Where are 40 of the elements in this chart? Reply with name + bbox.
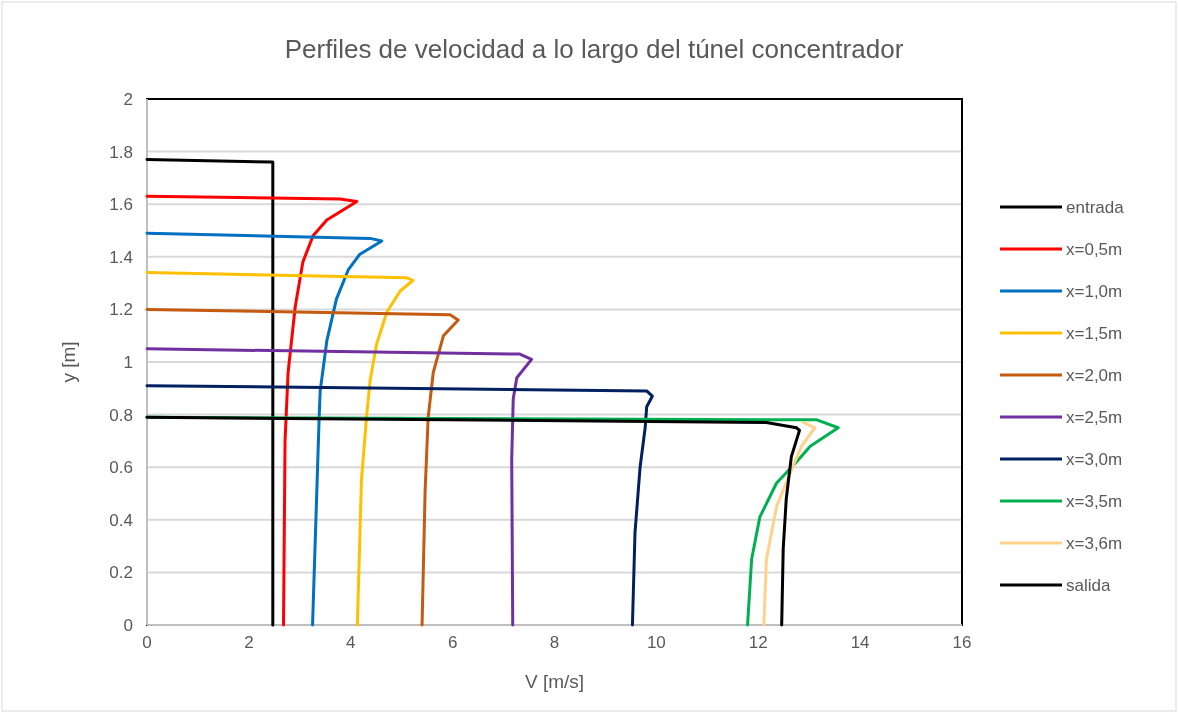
chart-title: Perfiles de velocidad a lo largo del túnel concentrador xyxy=(284,34,904,64)
legend-label: entrada xyxy=(1066,198,1125,217)
legend-label: x=3,6m xyxy=(1066,534,1123,553)
x-tick-label: 6 xyxy=(447,633,458,652)
line-series xyxy=(762,420,817,627)
y-tick-label: 0.4 xyxy=(109,510,133,530)
legend-label: salida xyxy=(1066,576,1111,595)
line-series xyxy=(145,347,534,627)
x-tick-label: 4 xyxy=(346,633,356,652)
x-tick-label: 16 xyxy=(952,633,972,652)
x-tick-label: 2 xyxy=(244,633,254,652)
y-tick-label: 1 xyxy=(123,353,133,372)
legend-label: x=1,0m xyxy=(1066,282,1123,301)
y-tick-label: 0.8 xyxy=(109,405,133,425)
legend-label: x=3,0m xyxy=(1066,450,1123,469)
line-series xyxy=(145,307,460,627)
legend-label: x=2,0m xyxy=(1066,366,1123,385)
y-tick-label: 2 xyxy=(123,90,133,109)
legend-label: x=1,5m xyxy=(1066,324,1123,343)
line-series xyxy=(145,231,384,627)
x-tick-label: 8 xyxy=(549,633,560,652)
y-axis-title: y [m] xyxy=(58,341,79,383)
line-series xyxy=(145,271,415,627)
x-axis-title: V [m/s] xyxy=(524,671,585,692)
y-tick-label: 1.2 xyxy=(109,300,133,320)
y-tick-label: 0 xyxy=(123,616,133,635)
x-tick-label: 12 xyxy=(748,633,768,652)
y-tick-label: 0.6 xyxy=(109,458,133,478)
legend-label: x=0,5m xyxy=(1066,240,1123,259)
legend-label: x=2,5m xyxy=(1066,408,1123,427)
x-tick-label: 14 xyxy=(850,633,870,652)
x-tick-label: 0 xyxy=(142,633,152,652)
y-tick-label: 1.8 xyxy=(109,142,133,162)
y-tick-label: 1.6 xyxy=(109,195,133,215)
y-tick-label: 0.2 xyxy=(109,563,133,583)
line-series xyxy=(145,194,359,627)
legend-label: x=3,5m xyxy=(1066,492,1123,511)
y-tick-label: 1.4 xyxy=(109,247,133,267)
x-tick-label: 10 xyxy=(646,633,666,652)
line-series xyxy=(145,384,654,627)
